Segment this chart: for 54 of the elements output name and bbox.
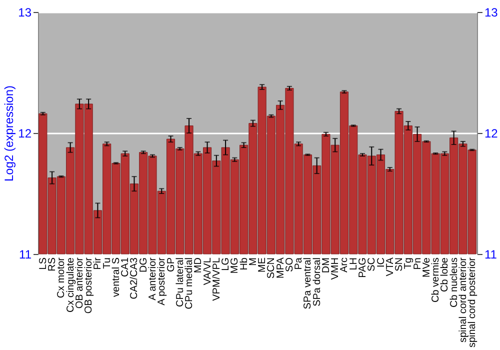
x-tick-label: LH	[348, 258, 360, 270]
y-tick-label: 11	[19, 248, 32, 262]
x-tick-label: RS	[47, 257, 58, 272]
x-tick-label: A anterior	[148, 256, 158, 300]
x-tick-label: Pn	[412, 258, 424, 270]
x-tick-label: VA/VL	[202, 257, 214, 286]
x-tick-label: LS	[38, 257, 49, 270]
x-tick-label: ME	[257, 257, 268, 272]
x-tick-label: VMH	[330, 258, 342, 280]
x-tick-label: Hb	[238, 257, 250, 270]
x-tick-label: spinal cord anterior	[458, 256, 469, 343]
x-tick-label: DM	[320, 258, 332, 274]
x-tick-label: ventral S	[110, 257, 122, 297]
x-tick-label: IC	[376, 258, 387, 268]
x-tick-label: SO	[284, 257, 296, 272]
y-tick-label: 13	[18, 6, 32, 20]
y2-tick-label: 12	[484, 126, 498, 140]
x-tick-label: CPu lateral	[174, 258, 186, 307]
x-tick-label: Tu	[102, 258, 113, 269]
x-tick-label: VPM/VPL	[211, 257, 222, 301]
x-tick-label: CPu medial	[184, 258, 196, 310]
x-tick-label: SPa dorsal	[312, 258, 323, 306]
y2-tick-label: 13	[484, 6, 498, 20]
x-tick-label: OB anterior	[74, 256, 86, 309]
x-tick-label: SN	[394, 258, 406, 272]
x-tick-label: A posterior	[156, 256, 168, 306]
x-tick-label: Pa	[294, 257, 305, 270]
y-axis-title: Log2 (expression)	[2, 85, 16, 182]
x-tick-label: VTA	[384, 257, 396, 276]
x-tick-label: CA2/CA3	[129, 257, 140, 300]
x-tick-label: CA1	[120, 257, 132, 277]
x-tick-label: GP	[166, 257, 177, 272]
x-tick-label: Pir	[92, 256, 104, 270]
x-tick-label: OB posterior	[84, 256, 95, 314]
x-tick-label: Cx cingulate	[65, 257, 76, 313]
x-tick-label: DG	[138, 257, 150, 272]
x-tick-label: Cb nucleus	[448, 258, 460, 308]
x-tick-label: SC	[366, 258, 378, 272]
x-tick-label: LG	[220, 257, 232, 271]
x-tick-label: MG	[230, 257, 241, 274]
x-tick-label: MD	[193, 258, 204, 274]
x-tick-label: M	[248, 258, 259, 266]
x-tick-label: Arc	[339, 258, 350, 272]
x-tick-label: SCN	[266, 258, 278, 279]
x-tick-label: PAG	[358, 257, 368, 278]
y2-tick-label: 11	[484, 248, 498, 262]
x-tick-label: MVe	[421, 257, 432, 278]
x-tick-label: spinal cord posterior	[467, 256, 478, 348]
x-tick-label: Cb lobe	[440, 257, 451, 292]
y-tick-label: 12	[18, 126, 32, 140]
x-tick-label: MPA	[275, 257, 286, 278]
x-tick-label: SPa ventral	[302, 258, 314, 310]
x-tick-label: Tg	[403, 258, 414, 270]
x-tick-label: Cx motor	[56, 256, 68, 298]
